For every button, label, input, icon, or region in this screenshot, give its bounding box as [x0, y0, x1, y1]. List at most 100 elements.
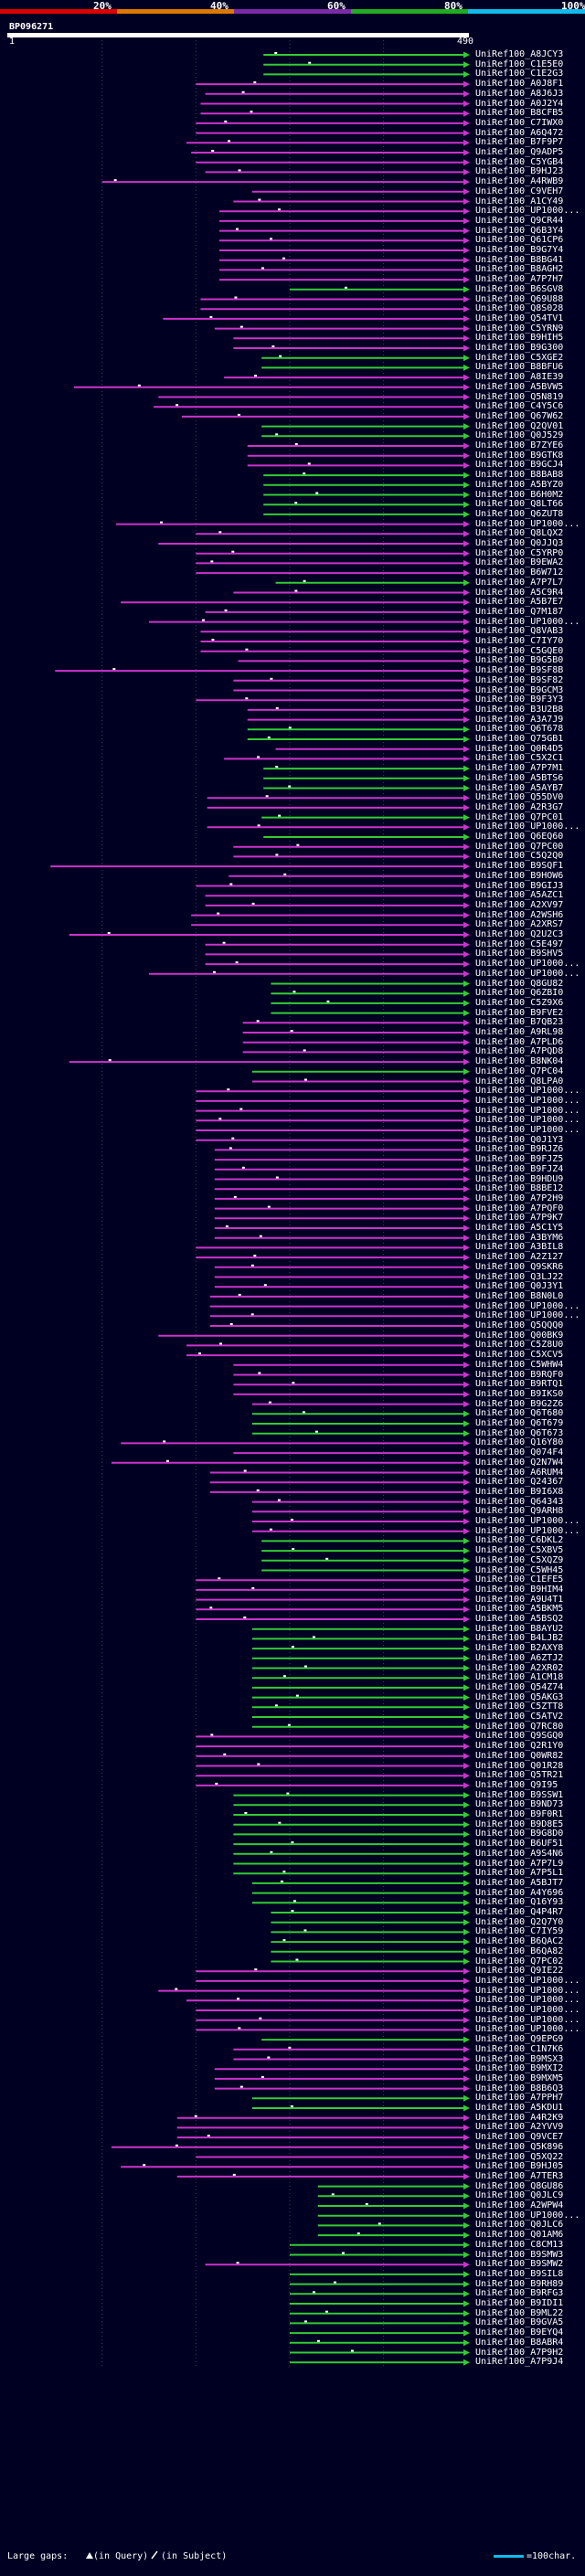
gap-marker: [176, 404, 179, 407]
gap-marker: [267, 2056, 271, 2059]
hit-arrow: [463, 501, 470, 508]
gap-marker: [215, 1782, 218, 1785]
hit-arrow: [463, 2202, 470, 2210]
gap-marker: [222, 941, 226, 944]
gap-marker: [303, 472, 306, 475]
hit-arrow: [463, 2310, 470, 2317]
hit-arrow: [463, 149, 470, 156]
gap-marker: [143, 2164, 146, 2167]
hit-arrow: [463, 883, 470, 889]
hit-arrow: [463, 472, 470, 479]
hit-arrow: [463, 2281, 470, 2288]
gap-marker: [229, 883, 233, 885]
gap-marker: [308, 61, 312, 64]
hit-arrow: [463, 1117, 470, 1124]
hit-arrow: [463, 648, 470, 655]
hit-arrow: [463, 1508, 470, 1515]
gap-marker: [258, 1372, 261, 1374]
hit-arrow: [463, 619, 470, 626]
gap-marker: [227, 1088, 230, 1091]
hit-arrow: [463, 1713, 470, 1721]
hit-arrow: [463, 1586, 470, 1594]
gap-marker: [290, 2105, 293, 2107]
hit-arrow: [463, 2242, 470, 2249]
hit-arrow: [463, 1674, 470, 1681]
hit-arrow: [463, 609, 470, 616]
gap-marker: [292, 1548, 295, 1551]
hit-arrow: [463, 80, 470, 88]
hit-arrow: [463, 1459, 470, 1467]
hit-arrow: [463, 228, 470, 235]
gap-marker: [275, 853, 279, 856]
gap-marker: [257, 756, 261, 758]
hit-arrow: [463, 168, 470, 175]
hit-arrow: [463, 2094, 470, 2102]
gap-marker: [291, 1910, 294, 1912]
hit-arrow: [463, 384, 470, 391]
hit-arrow: [463, 315, 470, 323]
gap-marker: [211, 639, 215, 641]
gap-marker: [256, 1489, 260, 1491]
gap-marker: [250, 1264, 254, 1267]
gap-marker: [239, 325, 243, 328]
hit-arrow: [463, 1850, 470, 1858]
gap-marker: [288, 785, 292, 788]
gap-marker: [341, 2252, 345, 2254]
hit-arrow: [463, 1312, 470, 1320]
hit-arrow: [463, 1860, 470, 1867]
hit-arrow: [463, 628, 470, 635]
hit-arrow: [463, 1626, 470, 1633]
gap-marker: [245, 697, 249, 700]
hit-arrow: [463, 960, 470, 968]
hit-arrow: [463, 726, 470, 733]
hit-arrow: [463, 1372, 470, 1378]
hit-arrow: [463, 902, 470, 909]
gap-marker: [108, 1059, 112, 1062]
hit-arrow: [463, 1801, 470, 1808]
hit-arrow: [463, 2144, 470, 2151]
hit-arrow: [463, 511, 470, 518]
hit-arrow: [463, 2221, 470, 2229]
hit-arrow: [463, 2173, 470, 2180]
hit-arrow: [463, 950, 470, 958]
gap-marker: [210, 1733, 214, 1736]
hit-arrow: [463, 521, 470, 528]
hit-arrow: [463, 1528, 470, 1535]
hit-arrow: [463, 90, 470, 98]
hit-arrow: [463, 1322, 470, 1330]
hit-arrow: [463, 461, 470, 469]
hit-arrow: [463, 530, 470, 537]
gap-marker: [303, 1929, 307, 1932]
identity-scale-segment: [468, 9, 585, 14]
hit-arrow: [463, 765, 470, 772]
hit-arrow: [463, 970, 470, 978]
hit-arrow: [463, 1401, 470, 1408]
hit-arrow: [463, 2134, 470, 2141]
identity-scale-segment: [234, 9, 351, 14]
hit-arrow: [463, 2124, 470, 2131]
hit-arrow: [463, 1733, 470, 1740]
hit-arrow: [463, 1821, 470, 1829]
gap-marker: [217, 912, 220, 915]
gap-marker: [225, 1225, 229, 1227]
hit-arrow: [463, 2036, 470, 2043]
gap-marker: [165, 1459, 169, 1462]
hit-arrow: [463, 2007, 470, 2014]
hit-arrow: [463, 1205, 470, 1213]
hit-arrow: [463, 101, 470, 107]
gap-marker: [326, 1000, 330, 1002]
gap-marker: [294, 589, 298, 592]
hit-arrow: [463, 2017, 470, 2024]
hit-arrow: [463, 696, 470, 704]
hit-arrow: [463, 1137, 470, 1144]
gap-marker: [378, 2222, 381, 2225]
hit-arrow: [463, 1048, 470, 1055]
gap-marker: [274, 52, 278, 54]
gap-marker: [163, 1440, 166, 1443]
gap-marker: [253, 1255, 257, 1257]
hit-arrow: [463, 540, 470, 547]
hit-arrow: [463, 1254, 470, 1261]
gap-marker: [303, 579, 306, 582]
gap-marker: [259, 1235, 262, 1237]
